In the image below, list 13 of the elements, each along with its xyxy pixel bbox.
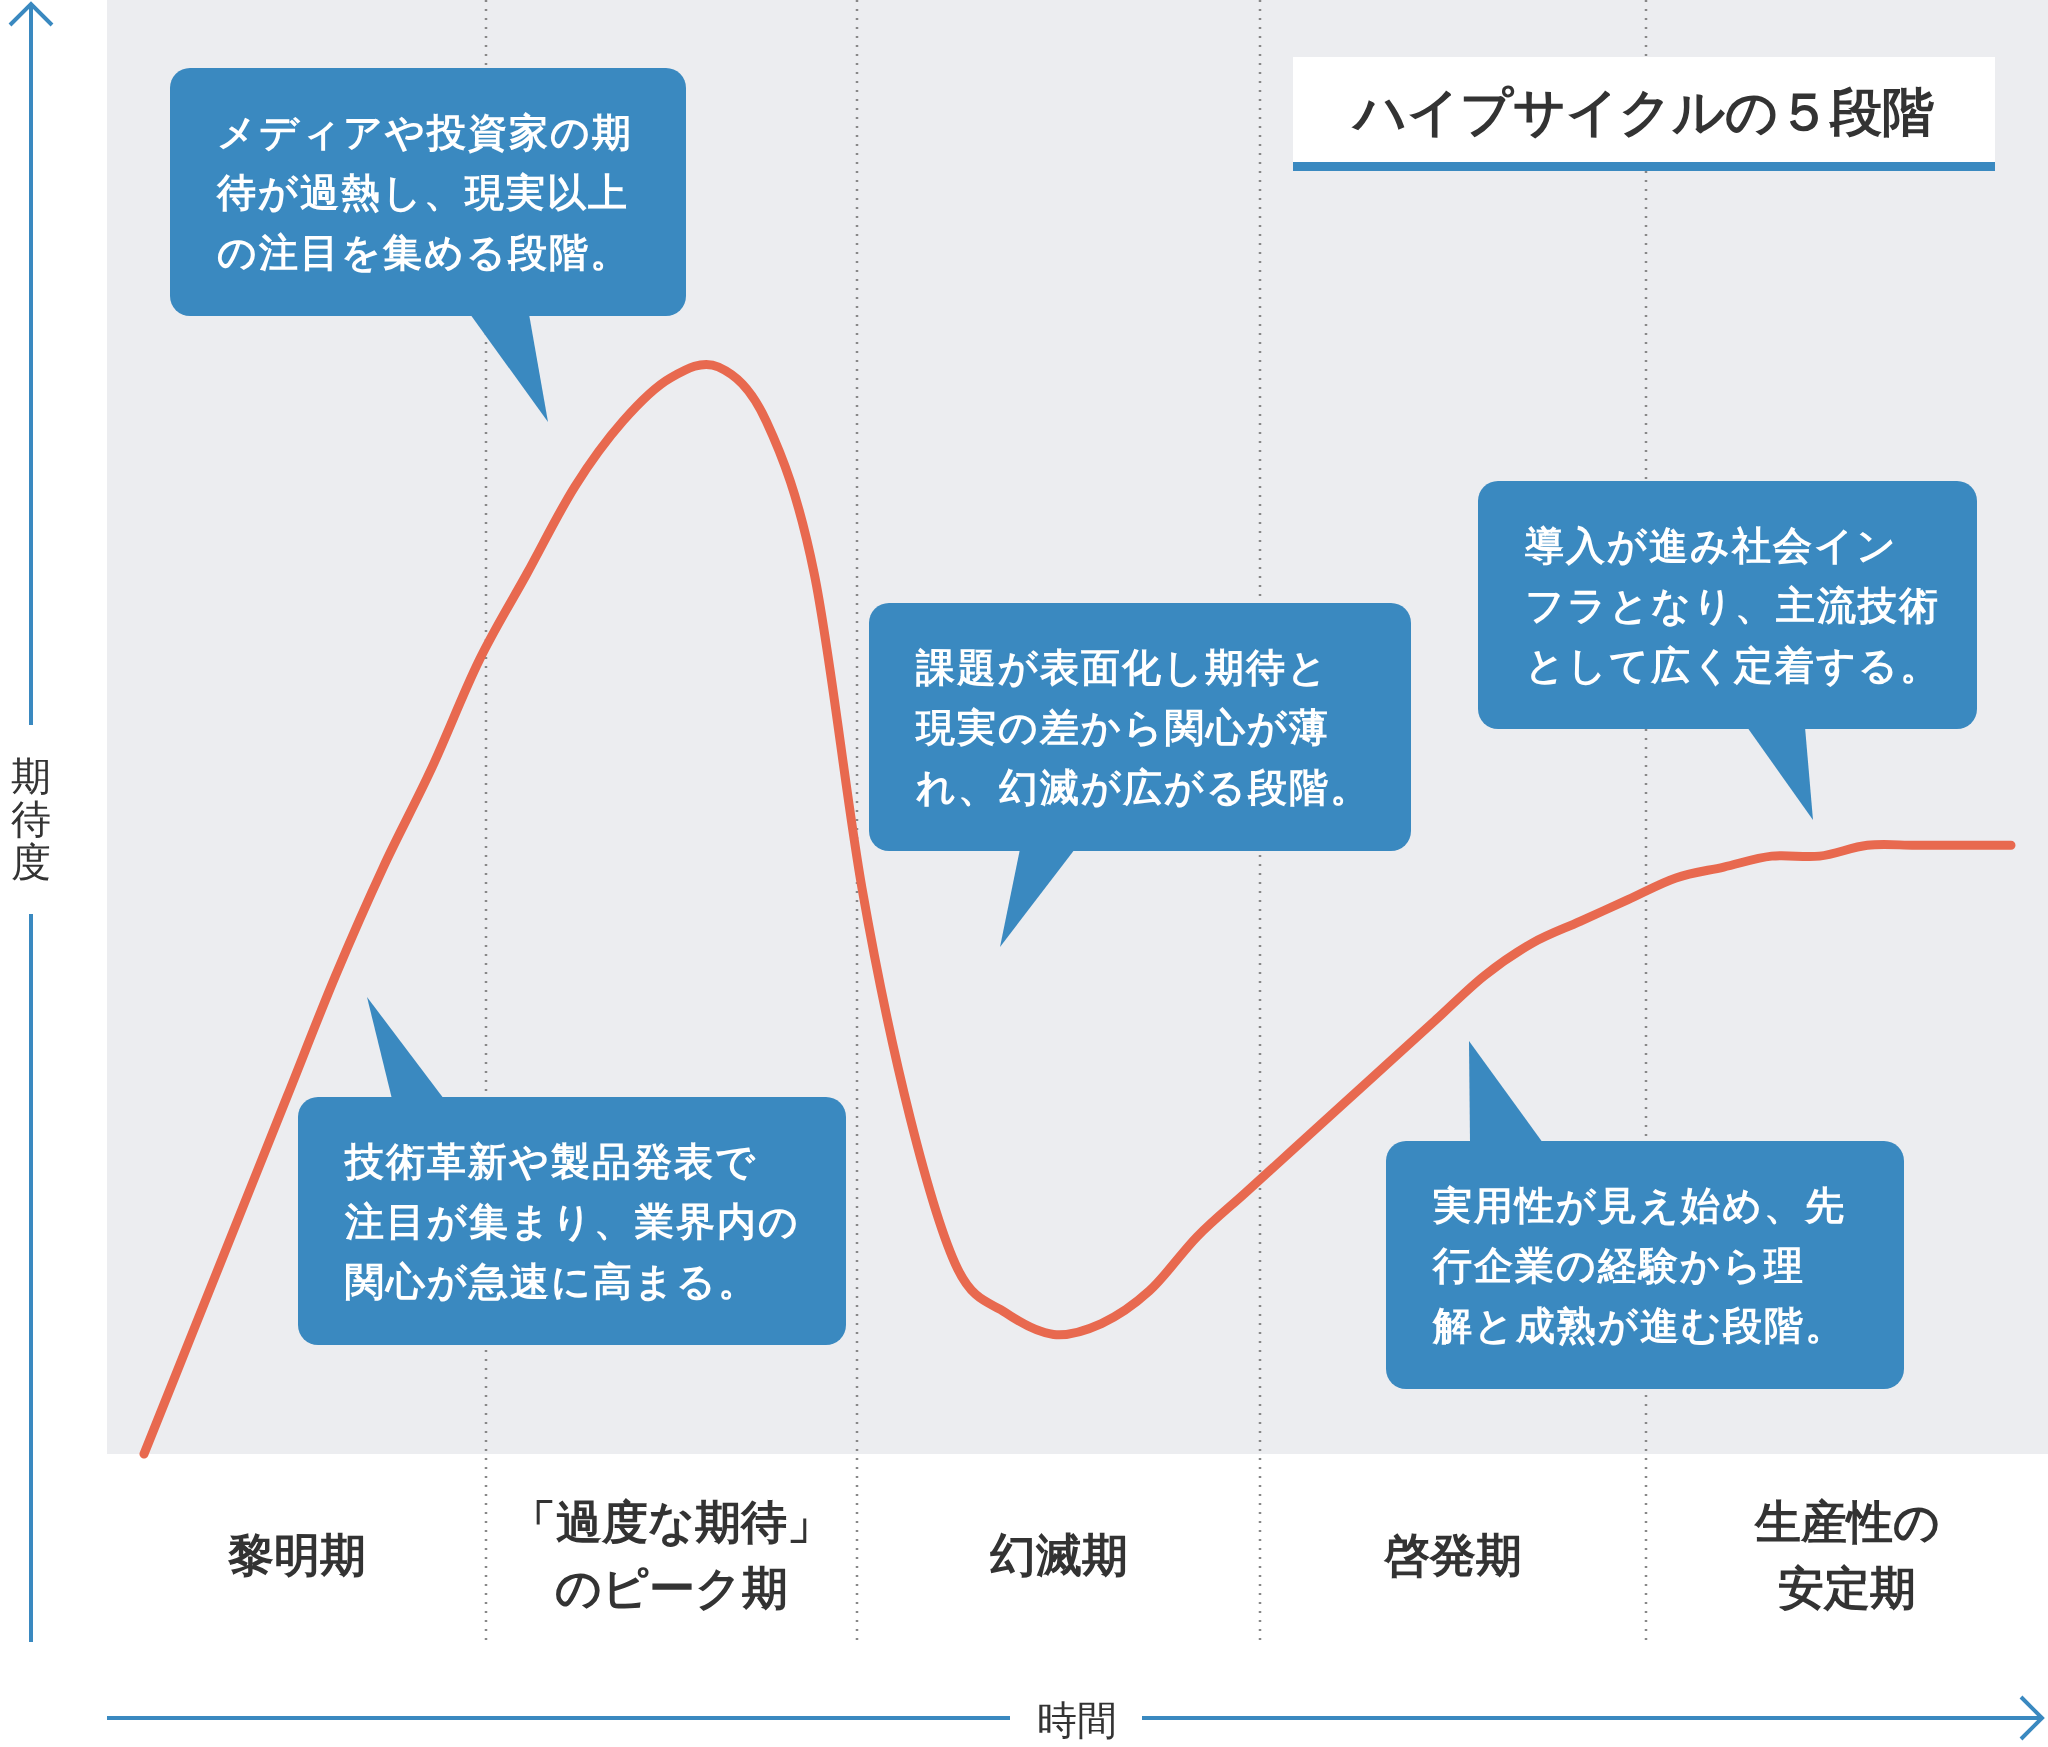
annotation: 課題が表面化し期待と現実の差から関心が薄れ、幻滅が広がる段階。 xyxy=(914,645,1371,810)
text: 啓発期 xyxy=(1383,1528,1522,1582)
chart-title: ハイプサイクルの５段階 xyxy=(1351,82,1935,142)
text: 幻滅期 xyxy=(989,1528,1128,1582)
text: 「過度な期待」のピーク期 xyxy=(510,1495,833,1615)
text: 時間 xyxy=(1037,1697,1117,1743)
annotation: 実用性が見え始め、先行企業の経験から理解と成熟が進む段階。 xyxy=(1431,1183,1846,1348)
annotation: 技術革新や製品発表で注目が集まり、業界内の関心が急速に高まる。 xyxy=(343,1139,800,1304)
annotation: 導入が進み社会インフラとなり、主流技術として広く定着する。 xyxy=(1524,523,1941,688)
y-axis-title: 期待度 xyxy=(11,753,51,885)
text: 生産性の安定期 xyxy=(1752,1495,1940,1615)
text: メディアや投資家の期待が過熱し、現実以上の注目を集める段階。 xyxy=(216,110,633,275)
text: 黎明期 xyxy=(226,1528,366,1582)
